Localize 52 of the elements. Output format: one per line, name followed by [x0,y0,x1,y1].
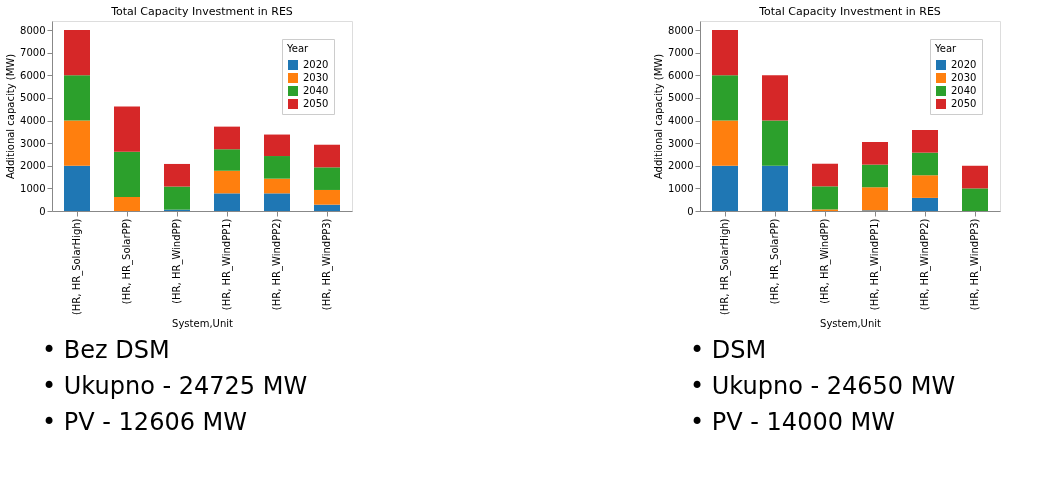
x-tick-label: (HR, HR_SolarHigh) [719,218,731,316]
y-tick-label: 1000 [668,182,694,194]
legend-label: 2020 [303,59,329,70]
x-tick-label: (HR, HR_SolarPP) [121,218,133,305]
x-tick-label: (HR, HR_WindPP3) [969,218,981,311]
legend-label: 2050 [303,98,329,109]
x-tick-label: (HR, HR_WindPP3) [321,218,333,311]
y-tick-label: 8000 [20,24,46,36]
y-tick-label: 6000 [20,69,46,81]
text: • Ukupno - 24650 MW [690,372,956,400]
legend-label: 2020 [951,59,977,70]
x-axis-title: System,Unit [820,318,881,330]
y-tick-label: 4000 [20,115,46,127]
y-tick-label: 1000 [20,182,46,194]
y-axis-title: Additional capacity (MW) [653,53,665,180]
x-tick-label: (HR, HR_WindPP1) [869,218,881,311]
y-tick-label: 4000 [668,115,694,127]
legend-label: 2030 [303,72,329,83]
y-tick-label: 7000 [20,47,46,59]
y-tick-label: 8000 [668,24,694,36]
y-tick-label: 5000 [668,92,694,104]
x-tick-label: (HR, HR_SolarPP) [769,218,781,305]
text: • PV - 12606 MW [42,408,248,436]
text: • PV - 14000 MW [690,408,896,436]
text: • DSM [690,336,767,364]
text: • Ukupno - 24725 MW [42,372,308,400]
y-tick-label: 0 [687,205,694,217]
legend-title: Year [286,43,310,54]
y-tick-label: 3000 [20,137,46,149]
legend-label: 2050 [951,98,977,109]
chart-title: Total Capacity Investment in RES [110,5,293,18]
x-tick-label: (HR, HR_WindPP2) [919,218,931,311]
y-tick-label: 7000 [668,47,694,59]
chart-title: Total Capacity Investment in RES [758,5,941,18]
y-tick-label: 2000 [20,160,46,172]
y-tick-label: 5000 [20,92,46,104]
text: • Bez DSM [42,336,170,364]
x-tick-label: (HR, HR_WindPP) [819,218,831,304]
y-axis-title: Additional capacity (MW) [5,53,17,180]
legend-label: 2040 [951,85,977,96]
x-tick-label: (HR, HR_SolarHigh) [71,218,83,316]
x-tick-label: (HR, HR_WindPP1) [221,218,233,311]
y-tick-label: 6000 [668,69,694,81]
legend-label: 2030 [951,72,977,83]
y-tick-label: 0 [39,205,46,217]
x-axis-title: System,Unit [172,318,233,330]
x-tick-label: (HR, HR_WindPP2) [271,218,283,311]
legend-label: 2040 [303,85,329,96]
legend-title: Year [934,43,958,54]
y-tick-label: 3000 [668,137,694,149]
x-tick-label: (HR, HR_WindPP) [171,218,183,304]
y-tick-label: 2000 [668,160,694,172]
